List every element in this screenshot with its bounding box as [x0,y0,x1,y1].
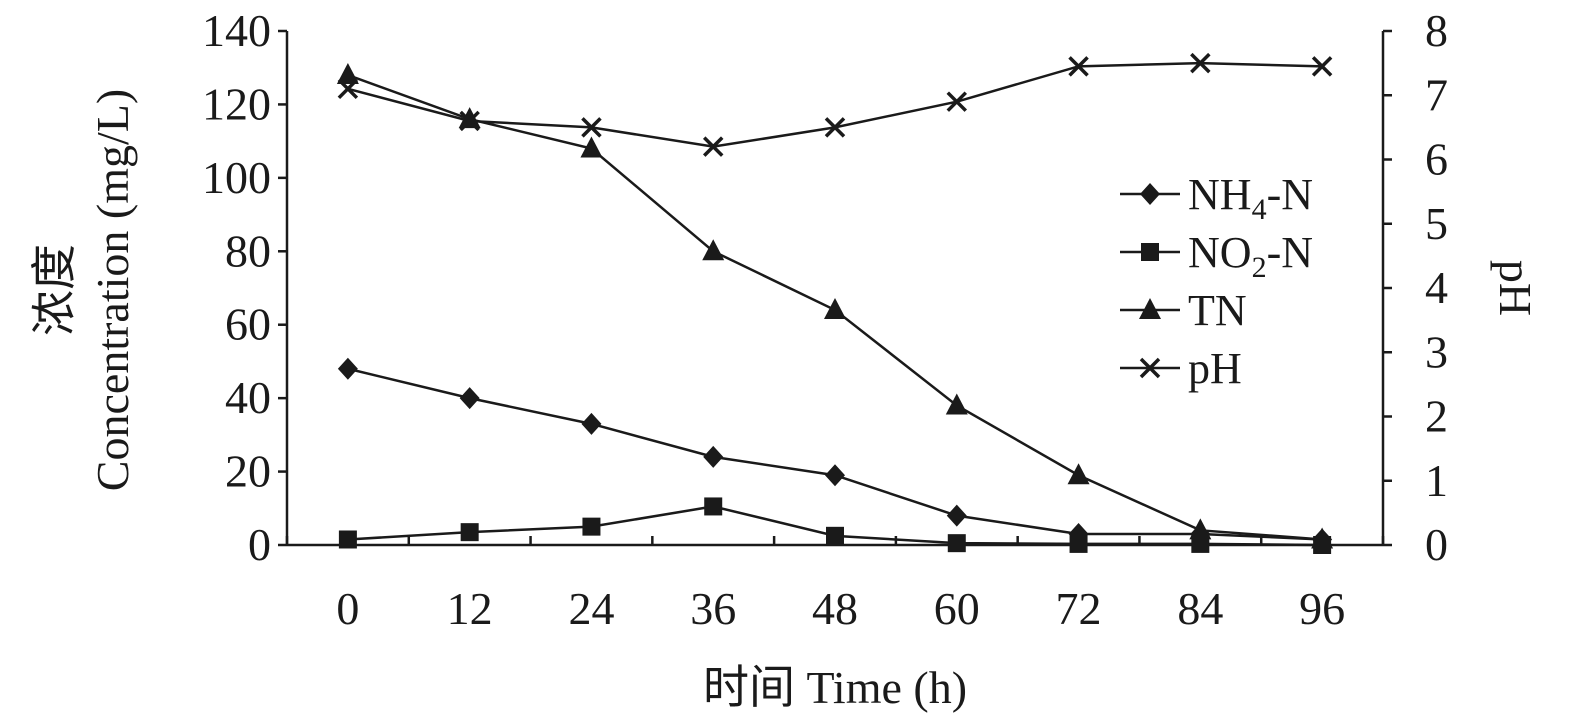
x-tick-label: 36 [690,583,736,634]
point-no2-n [704,497,723,516]
point-tn [1311,527,1334,549]
point-tn [702,239,725,261]
legend-marker-nh4-n [1140,183,1160,205]
point-tn [945,393,968,415]
series-line-nh4-n [347,367,1323,541]
point-tn [336,63,359,85]
point-ph [702,136,724,157]
x-tick-label: 96 [1299,583,1345,634]
right-tick-labels: 0 1 2 3 4 5 6 7 8 [1383,5,1448,570]
point-nh4-n [703,445,724,468]
left-tick-label: 140 [202,5,271,56]
right-tick-label: 0 [1425,519,1448,570]
point-nh4-n [581,412,602,435]
legend-label-ph: pH [1188,344,1242,393]
x-tick-label: 84 [1177,583,1223,634]
left-tick-label: 0 [248,519,271,570]
series-group [336,52,1334,554]
right-tick-label: 5 [1425,198,1448,249]
legend-marker-tn [1139,298,1161,319]
point-no2-n [338,530,357,549]
point-tn [580,136,603,158]
x-tick-label: 60 [934,583,980,634]
right-tick-label: 7 [1425,69,1448,120]
point-nh4-n [459,387,480,410]
point-no2-n [826,526,844,545]
point-ph [1190,52,1211,74]
point-ph [459,110,480,132]
point-tn [1189,518,1212,540]
x-tick-label: 72 [1056,583,1102,634]
point-nh4-n [946,504,967,527]
point-nh4-n [337,357,358,380]
left-tick-label: 100 [202,152,271,203]
point-no2-n [582,517,601,536]
left-tick-label: 120 [202,78,271,129]
point-nh4-n [825,464,845,487]
legend-label-no2-n: NO2-N [1188,228,1313,284]
right-tick-label: 4 [1425,262,1448,313]
series-line-ph [347,61,1323,148]
x-tick-label: 24 [568,583,614,634]
right-tick-label: 8 [1425,5,1448,56]
point-ph [337,78,359,100]
point-ph [946,91,968,112]
right-tick-label: 1 [1425,455,1448,506]
x-axis-label: 时间 Time (h) [703,662,967,713]
y-axis-label-en: Concentration (mg/L) [87,89,138,491]
right-tick-label: 6 [1425,134,1448,185]
point-no2-n [460,523,479,542]
point-no2-n [1191,534,1210,553]
right-tick-label: 2 [1425,391,1448,442]
point-ph [1311,56,1333,77]
legend-label-nh4-n: NH4-N [1188,170,1313,226]
left-tick-label: 80 [225,225,271,276]
right-tick-label: 3 [1425,326,1448,377]
point-tn [458,107,481,129]
legend-marker-no2-n [1141,243,1159,261]
legend-label-tn: TN [1188,286,1247,335]
left-tick-labels: 0 20 40 60 80 100 120 140 [202,5,287,570]
left-tick-label: 20 [225,446,271,497]
x-tick-labels: 0 12 24 36 48 60 72 84 96 [285,536,1385,634]
y-axis-label-cn: 浓度 [29,244,80,336]
point-tn [824,298,846,320]
x-tick-label: 12 [447,583,493,634]
y2-axis-label: pH [1490,260,1541,316]
point-tn [1067,463,1090,485]
x-tick-label: 0 [336,583,359,634]
point-no2-n [947,534,966,553]
point-ph [824,117,846,138]
point-no2-n [1069,534,1088,553]
left-tick-label: 60 [225,299,271,350]
point-ph [581,117,602,138]
left-tick-label: 40 [225,372,271,423]
x-tick-label: 48 [812,583,858,634]
legend-marker-ph [1139,357,1161,379]
point-ph [1068,56,1089,77]
